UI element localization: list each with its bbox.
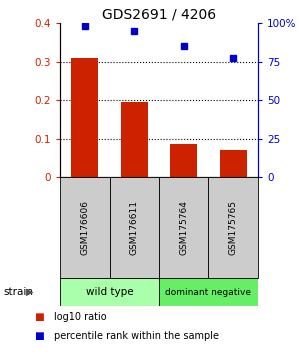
Text: ■: ■ (34, 312, 44, 322)
Bar (121, 102, 148, 177)
Text: percentile rank within the sample: percentile rank within the sample (54, 331, 219, 341)
Text: GSM176606: GSM176606 (80, 200, 89, 255)
FancyBboxPatch shape (159, 278, 258, 306)
Text: dominant negative: dominant negative (166, 287, 251, 297)
Text: GSM176611: GSM176611 (130, 200, 139, 255)
Title: GDS2691 / 4206: GDS2691 / 4206 (102, 8, 216, 22)
Text: ■: ■ (34, 331, 44, 341)
Text: GSM175764: GSM175764 (179, 200, 188, 255)
Text: strain: strain (3, 287, 33, 297)
Bar (170, 144, 197, 177)
FancyBboxPatch shape (159, 177, 208, 278)
Text: log10 ratio: log10 ratio (54, 312, 106, 322)
FancyBboxPatch shape (110, 177, 159, 278)
Bar (220, 150, 247, 177)
FancyBboxPatch shape (60, 177, 110, 278)
Text: wild type: wild type (86, 287, 133, 297)
Bar (71, 58, 98, 177)
FancyBboxPatch shape (60, 278, 159, 306)
Text: GSM175765: GSM175765 (229, 200, 238, 255)
Text: ▶: ▶ (26, 287, 33, 297)
FancyBboxPatch shape (208, 177, 258, 278)
